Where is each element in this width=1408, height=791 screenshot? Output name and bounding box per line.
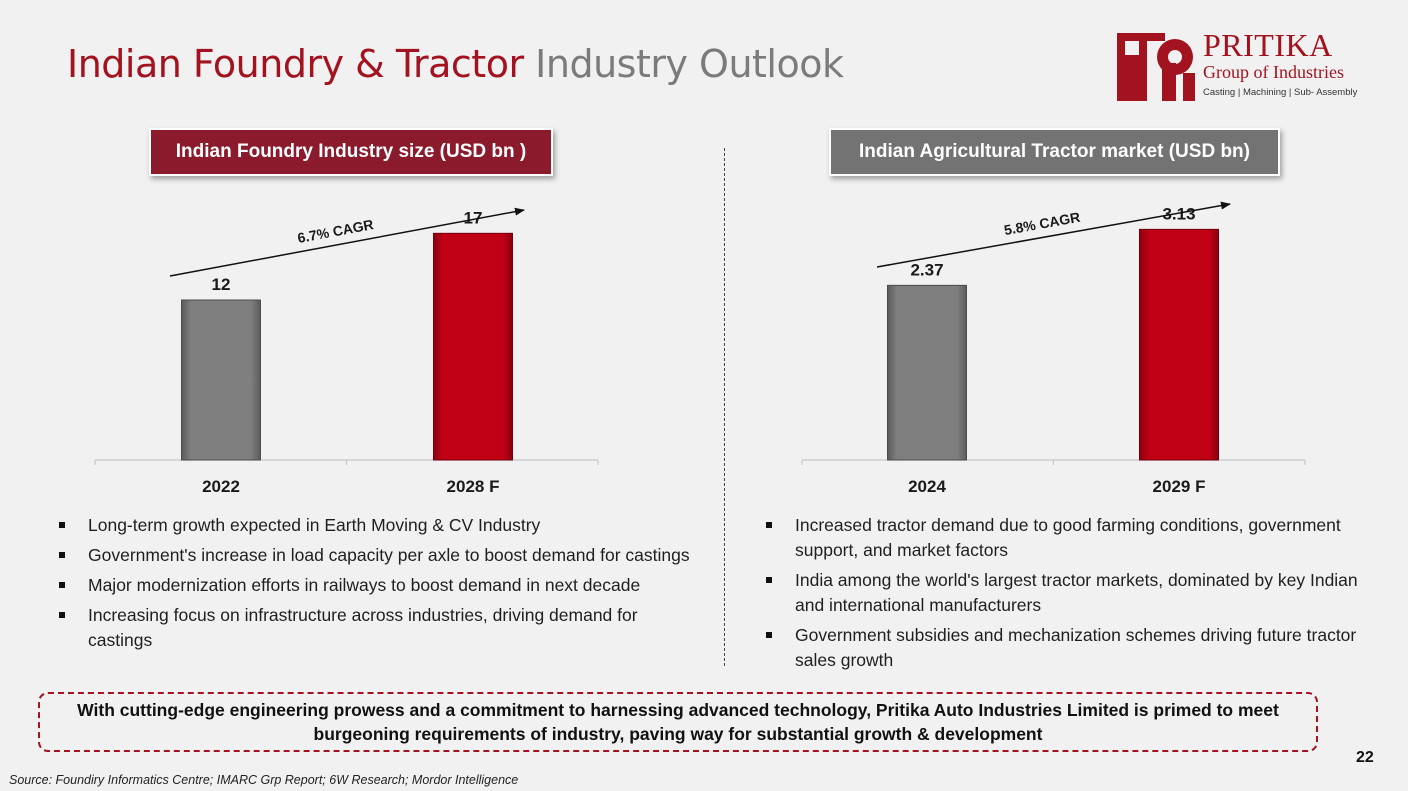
category-label: 2024: [908, 477, 946, 496]
pritika-logo-mark-icon: [1117, 33, 1195, 101]
bullet-item: Long-term growth expected in Earth Movin…: [56, 513, 706, 538]
summary-callout: With cutting-edge engineering prowess an…: [38, 692, 1318, 752]
title-highlight: Indian Foundry & Tractor: [67, 42, 524, 86]
charts-canvas: 12 2022 17 2028 F 6.7% CAGR 2.37 2024 3.13 2029…: [94, 201, 1306, 496]
data-label: 3.13: [1162, 204, 1195, 223]
bar-2024: [887, 284, 967, 461]
company-logo: PRITIKA Group of Industries Casting | Ma…: [1117, 27, 1372, 101]
source-note: Source: Foundiry Informatics Centre; IMA…: [9, 773, 519, 787]
bullet-item: Increased tractor demand due to good far…: [763, 513, 1363, 563]
page-title: Indian Foundry & Tractor Industry Outloo…: [67, 38, 844, 90]
bullet-item: Major modernization efforts in railways …: [56, 573, 706, 598]
data-label: 2.37: [910, 260, 943, 279]
logo-name: PRITIKA: [1203, 27, 1333, 63]
tractor-chart-title: Indian Agricultural Tractor market (USD …: [829, 128, 1280, 176]
category-label: 2022: [202, 477, 240, 496]
bullet-item: Increasing focus on infrastructure acros…: [56, 603, 706, 653]
bullet-item: Government's increase in load capacity p…: [56, 543, 706, 568]
logo-group: Group of Industries: [1203, 62, 1344, 82]
bar-2028-f: [433, 232, 513, 461]
cagr-annotation: 5.8% CAGR: [1003, 209, 1082, 238]
logo-tagline: Casting | Machining | Sub- Assembly: [1203, 87, 1358, 98]
cagr-arrow: [876, 201, 1231, 268]
foundry-chart: 12 2022 17 2028 F 6.7% CAGR: [94, 207, 599, 496]
data-label: 12: [212, 275, 231, 294]
tractor-bullets: Increased tractor demand due to good far…: [763, 513, 1363, 678]
tractor-chart: 2.37 2024 3.13 2029 F 5.8% CAGR: [801, 201, 1306, 496]
foundry-bullets: Long-term growth expected in Earth Movin…: [56, 513, 706, 658]
bullet-item: Government subsidies and mechanization s…: [763, 623, 1363, 673]
cagr-arrow: [169, 207, 525, 277]
title-rest: Industry Outlook: [535, 42, 844, 86]
page-number: 22: [1356, 749, 1374, 766]
section-divider: [724, 148, 725, 666]
foundry-chart-title: Indian Foundry Industry size (USD bn ): [149, 128, 553, 176]
bullet-item: India among the world's largest tractor …: [763, 568, 1363, 618]
bar-2022: [181, 299, 261, 461]
category-label: 2029 F: [1153, 477, 1206, 496]
category-label: 2028 F: [447, 477, 500, 496]
bar-2029-f: [1139, 228, 1219, 461]
data-label: 17: [464, 208, 483, 227]
cagr-annotation: 6.7% CAGR: [296, 216, 375, 246]
